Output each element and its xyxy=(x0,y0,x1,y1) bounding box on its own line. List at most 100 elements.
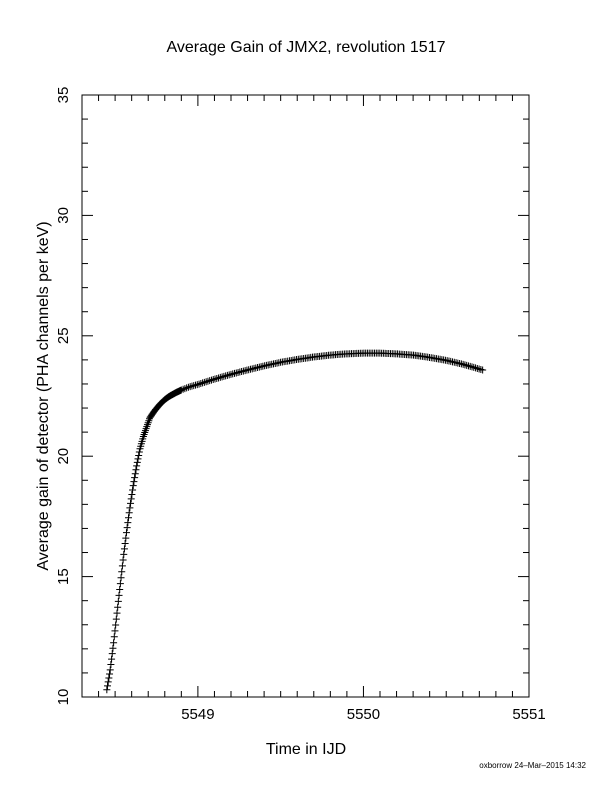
data-point xyxy=(200,378,208,386)
data-point xyxy=(125,509,133,517)
plot-frame xyxy=(81,94,530,698)
data-point xyxy=(112,621,120,629)
data-point xyxy=(183,384,191,392)
data-point xyxy=(222,372,230,380)
data-point xyxy=(468,363,476,371)
data-point xyxy=(105,674,113,682)
data-point xyxy=(135,451,143,459)
data-point xyxy=(133,458,141,466)
data-point xyxy=(120,550,128,558)
data-point xyxy=(131,474,139,482)
data-point xyxy=(106,670,114,678)
data-point xyxy=(124,519,132,527)
x-axis-label: Time in IJD xyxy=(266,741,346,758)
data-point xyxy=(216,373,224,381)
data-point xyxy=(213,374,221,382)
data-point xyxy=(114,603,122,611)
data-point xyxy=(472,364,480,372)
data-point xyxy=(126,504,134,512)
data-point xyxy=(206,377,214,385)
data-point xyxy=(464,362,472,370)
data-point xyxy=(127,495,135,503)
data-point xyxy=(108,650,116,658)
data-point xyxy=(186,383,194,391)
x-tick-label: 5550 xyxy=(347,706,380,723)
data-point xyxy=(190,382,198,390)
data-point xyxy=(109,644,117,652)
data-point xyxy=(116,580,124,588)
data-point xyxy=(128,490,136,498)
data-point xyxy=(211,375,219,383)
x-tick-label: 5551 xyxy=(512,706,545,723)
y-tick-label: 30 xyxy=(55,207,72,224)
data-point xyxy=(130,478,138,486)
data-point xyxy=(111,627,119,635)
data-point xyxy=(120,545,128,553)
data-point xyxy=(209,376,217,384)
footer-credit: oxborrow 24–Mar–2015 14:32 xyxy=(479,761,586,770)
x-tick-label: 5549 xyxy=(181,706,214,723)
data-point xyxy=(195,380,203,388)
data-point xyxy=(215,374,223,382)
data-point xyxy=(110,639,118,647)
data-point xyxy=(193,381,201,389)
y-tick-label: 15 xyxy=(55,568,72,585)
data-point xyxy=(466,362,474,370)
data-point xyxy=(473,364,481,372)
data-point xyxy=(470,363,478,371)
x-axis: 5549 5550 5551 xyxy=(81,95,546,723)
data-point xyxy=(104,682,112,690)
data-point xyxy=(202,378,210,386)
data-point xyxy=(477,365,485,373)
data-point xyxy=(119,556,127,564)
data-point xyxy=(108,655,116,663)
data-point xyxy=(115,591,123,599)
data-point xyxy=(131,470,139,478)
data-point xyxy=(106,666,114,674)
data-point xyxy=(129,486,137,494)
data-point xyxy=(184,383,192,391)
data-point xyxy=(118,568,126,576)
y-tick-label: 10 xyxy=(55,689,72,706)
data-point xyxy=(197,380,205,387)
data-point xyxy=(225,371,233,379)
data-point xyxy=(204,377,212,385)
data-point xyxy=(127,499,135,507)
data-point xyxy=(181,385,189,393)
data-point xyxy=(218,373,226,381)
data-point xyxy=(179,385,187,393)
data-point xyxy=(134,455,142,463)
data-point xyxy=(110,633,118,641)
data-series xyxy=(103,349,487,694)
data-point xyxy=(475,365,483,373)
data-point xyxy=(113,609,121,617)
data-point xyxy=(121,539,129,547)
data-point xyxy=(459,360,467,368)
data-point xyxy=(132,466,140,474)
data-point xyxy=(461,361,469,369)
data-point xyxy=(112,615,120,623)
chart-title: Average Gain of JMX2, revolution 1517 xyxy=(167,39,446,56)
y-axis: 10 15 20 25 30 35 xyxy=(55,87,529,706)
data-point xyxy=(122,534,130,542)
data-point xyxy=(114,597,122,605)
data-point xyxy=(135,448,143,456)
data-point xyxy=(129,482,137,490)
y-axis-label: Average gain of detector (PHA channels p… xyxy=(35,221,52,570)
data-point xyxy=(107,660,115,668)
data-point xyxy=(118,562,126,570)
data-point xyxy=(463,361,471,369)
data-point xyxy=(133,462,141,470)
data-point xyxy=(125,514,133,522)
data-point xyxy=(123,524,131,532)
y-tick-label: 20 xyxy=(55,448,72,465)
data-point xyxy=(103,686,111,694)
data-point xyxy=(116,586,124,594)
data-point xyxy=(177,386,185,394)
data-point xyxy=(199,379,207,387)
y-tick-label: 25 xyxy=(55,327,72,344)
data-point xyxy=(117,574,125,582)
data-point xyxy=(122,529,130,537)
data-point xyxy=(223,371,231,379)
